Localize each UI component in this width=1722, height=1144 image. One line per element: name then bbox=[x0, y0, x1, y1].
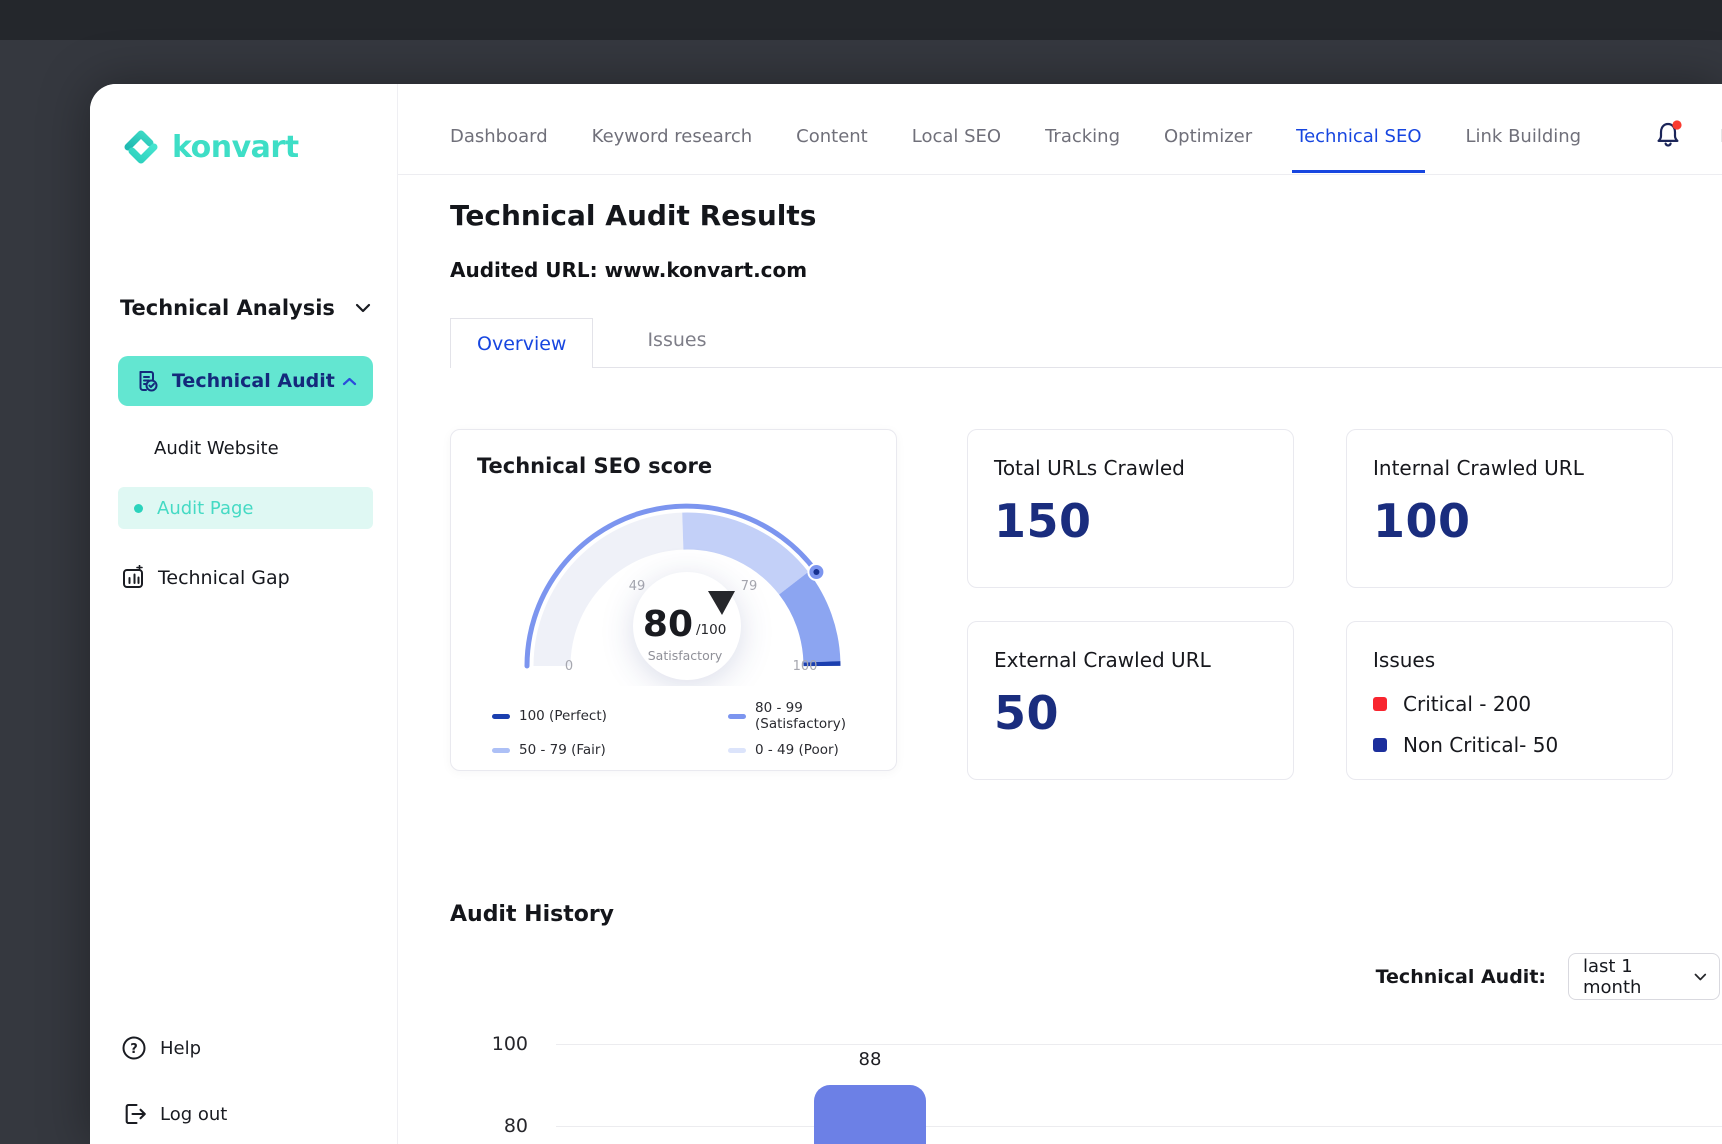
gauge-value-suffix: /100 bbox=[696, 622, 726, 638]
internal-crawled-url-card: Internal Crawled URL 100 bbox=[1346, 429, 1673, 588]
audit-history-section: Audit History Technical Audit: last 1 mo… bbox=[450, 902, 1722, 1144]
total-urls-crawled-card: Total URLs Crawled 150 bbox=[967, 429, 1294, 588]
brand-logo: konvart bbox=[120, 126, 397, 168]
audit-period-select[interactable]: last 1 month bbox=[1568, 953, 1720, 1000]
nav-item-optimizer[interactable]: Optimizer bbox=[1164, 126, 1252, 147]
tab-issues[interactable]: Issues bbox=[647, 329, 706, 367]
brand-name: konvart bbox=[172, 130, 299, 165]
nav-item-link-building[interactable]: Link Building bbox=[1465, 126, 1581, 147]
y-axis-tick-100: 100 bbox=[450, 1033, 528, 1055]
issues-card: Issues Critical - 200 Non Critical- 50 bbox=[1346, 621, 1673, 780]
sidebar-item-technical-gap[interactable]: Technical Gap bbox=[120, 565, 397, 591]
sidebar-item-label: Audit Page bbox=[157, 498, 254, 519]
sidebar-item-audit-page[interactable]: Audit Page bbox=[118, 487, 373, 529]
legend-item-poor: 0 - 49 (Poor) bbox=[728, 742, 896, 758]
nav-item-dashboard[interactable]: Dashboard bbox=[450, 126, 548, 147]
issue-critical-row: Critical - 200 bbox=[1373, 692, 1672, 716]
legend-item-satisfactory: 80 - 99 (Satisfactory) bbox=[728, 700, 896, 732]
total-urls-value: 150 bbox=[994, 494, 1293, 548]
gauge-rating: Satisfactory bbox=[647, 648, 722, 663]
issue-noncritical-row: Non Critical- 50 bbox=[1373, 733, 1672, 757]
legend-item-perfect: 100 (Perfect) bbox=[492, 700, 728, 732]
audited-url: Audited URL: www.konvart.com bbox=[450, 258, 1722, 282]
stats-grid: Total URLs Crawled 150 Internal Crawled … bbox=[967, 429, 1673, 780]
technical-seo-score-card: Technical SEO score 49 79 bbox=[450, 429, 897, 771]
legend-item-fair: 50 - 79 (Fair) bbox=[492, 742, 728, 758]
sidebar-item-technical-audit[interactable]: Technical Audit bbox=[118, 356, 373, 406]
nav-item-tracking[interactable]: Tracking bbox=[1045, 126, 1120, 147]
tab-bar: Overview Issues bbox=[450, 318, 1722, 368]
gauge-tick-0: 0 bbox=[564, 659, 572, 674]
notification-bell-button[interactable] bbox=[1655, 120, 1682, 153]
legend-dash-perfect bbox=[492, 714, 510, 719]
bar-value-label: 88 bbox=[814, 1049, 926, 1070]
sidebar-bottom-group: ? Help Log out bbox=[90, 1034, 397, 1136]
gauge-card-title: Technical SEO score bbox=[477, 454, 896, 478]
help-label: Help bbox=[160, 1038, 201, 1059]
sidebar: konvart Technical Analysis Technical Aud… bbox=[90, 84, 398, 1144]
sidebar-item-audit-website[interactable]: Audit Website bbox=[154, 438, 397, 459]
history-filter-row: Technical Audit: last 1 month bbox=[450, 953, 1722, 1000]
legend-dash-poor bbox=[728, 748, 746, 753]
section-label: Technical Analysis bbox=[120, 296, 335, 320]
sidebar-item-label: Technical Gap bbox=[158, 567, 290, 589]
external-crawled-url-card: External Crawled URL 50 bbox=[967, 621, 1294, 780]
y-axis-tick-80: 80 bbox=[450, 1115, 528, 1137]
gridline-80 bbox=[556, 1126, 1722, 1127]
summary-cards: Technical SEO score 49 79 bbox=[450, 429, 1722, 780]
gauge-tick-100: 100 bbox=[792, 659, 817, 674]
svg-text:?: ? bbox=[130, 1042, 138, 1057]
logout-icon bbox=[120, 1100, 148, 1128]
page-content: Technical Audit Results Audited URL: www… bbox=[398, 199, 1722, 1144]
critical-color-swatch bbox=[1373, 697, 1387, 711]
tab-overview[interactable]: Overview bbox=[450, 318, 593, 368]
seo-score-gauge: 49 79 0 100 80 /100 Satisfactory bbox=[497, 484, 877, 686]
nav-item-local-seo[interactable]: Local SEO bbox=[912, 126, 1001, 147]
filter-label: Technical Audit: bbox=[1376, 966, 1546, 988]
external-crawled-value: 50 bbox=[994, 686, 1293, 740]
top-navigation: Dashboard Keyword research Content Local… bbox=[398, 84, 1722, 175]
notification-dot bbox=[1672, 120, 1681, 129]
nav-right-group: Konve bbox=[1625, 120, 1722, 153]
legend-dash-satisfactory bbox=[728, 714, 746, 719]
nav-item-content[interactable]: Content bbox=[796, 126, 868, 147]
technical-audit-icon bbox=[134, 368, 160, 394]
technical-gap-icon bbox=[120, 565, 146, 591]
nav-item-technical-seo[interactable]: Technical SEO bbox=[1296, 126, 1421, 147]
logout-label: Log out bbox=[160, 1104, 227, 1125]
chevron-up-icon[interactable] bbox=[342, 377, 357, 386]
gauge-value: 80 bbox=[642, 604, 692, 645]
gauge-tick-49: 49 bbox=[628, 579, 645, 594]
bullet-dot-icon bbox=[134, 504, 143, 513]
help-button[interactable]: ? Help bbox=[120, 1034, 397, 1062]
chevron-down-icon[interactable] bbox=[355, 303, 371, 313]
audit-history-title: Audit History bbox=[450, 902, 1722, 927]
logout-button[interactable]: Log out bbox=[120, 1100, 397, 1128]
help-icon: ? bbox=[120, 1034, 148, 1062]
gauge-tick-79: 79 bbox=[740, 579, 757, 594]
gauge-legend: 100 (Perfect) 80 - 99 (Satisfactory) 50 … bbox=[492, 700, 896, 758]
gridline-100 bbox=[556, 1044, 1722, 1045]
sidebar-item-label: Technical Audit bbox=[172, 370, 335, 392]
sidebar-section-technical-analysis[interactable]: Technical Analysis bbox=[120, 296, 371, 320]
bell-icon bbox=[1655, 120, 1682, 149]
internal-crawled-value: 100 bbox=[1373, 494, 1672, 548]
audit-history-chart: 100 80 88 bbox=[450, 1033, 1722, 1144]
nav-item-keyword-research[interactable]: Keyword research bbox=[592, 126, 752, 147]
history-bar bbox=[814, 1085, 926, 1144]
desktop-top-bar bbox=[0, 0, 1722, 40]
chevron-down-icon bbox=[1694, 973, 1707, 981]
legend-dash-fair bbox=[492, 748, 510, 753]
konvart-logo-icon bbox=[120, 126, 162, 168]
noncritical-color-swatch bbox=[1373, 738, 1387, 752]
main-area: Dashboard Keyword research Content Local… bbox=[398, 84, 1722, 1144]
app-window: konvart Technical Analysis Technical Aud… bbox=[90, 84, 1722, 1144]
page-title: Technical Audit Results bbox=[450, 199, 1722, 232]
